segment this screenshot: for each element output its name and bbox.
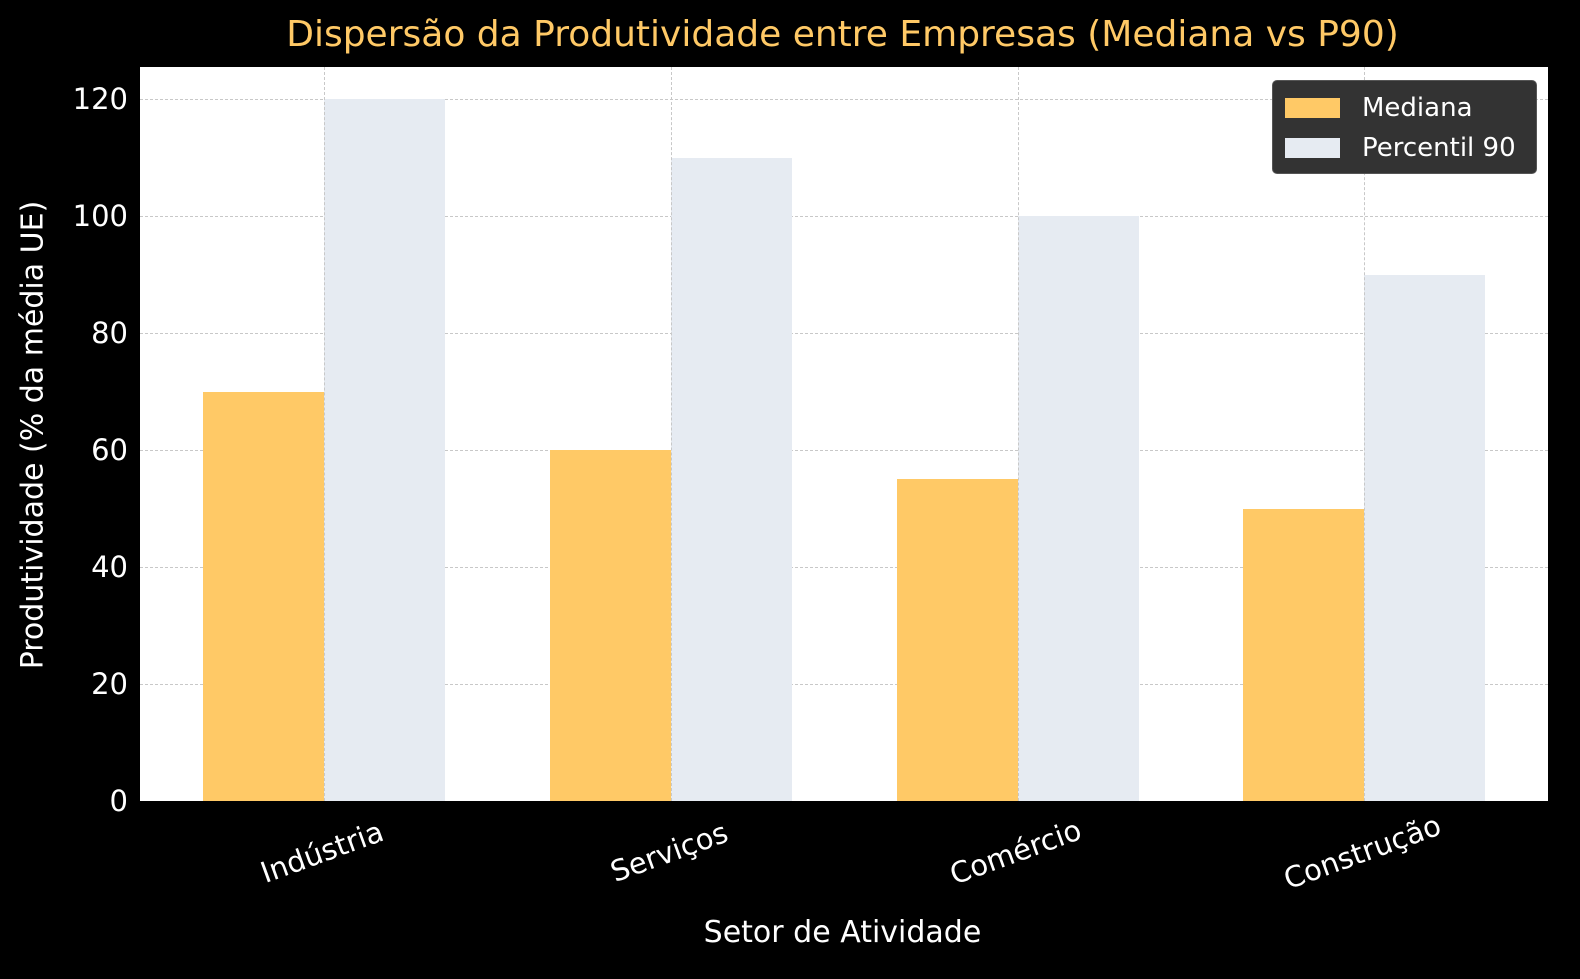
gridline-x xyxy=(671,67,672,801)
gridline-y xyxy=(140,99,1548,100)
bar-mediana xyxy=(550,450,671,801)
gridline-y xyxy=(140,684,1548,685)
gridline-x xyxy=(1018,67,1019,801)
legend-label-p90: Percentil 90 xyxy=(1362,133,1516,163)
y-tick-label: 80 xyxy=(91,316,128,350)
x-tick-label: Comércio xyxy=(945,812,1087,892)
x-tick-label: Construção xyxy=(1278,807,1446,897)
y-tick-label: 60 xyxy=(91,433,128,467)
bar-p90 xyxy=(324,99,445,801)
gridline-x xyxy=(1364,67,1365,801)
y-tick-label: 40 xyxy=(91,550,128,584)
y-axis-label: Produtividade (% da média UE) xyxy=(15,200,51,670)
legend-item-mediana: Mediana xyxy=(1285,93,1473,123)
legend-item-p90: Percentil 90 xyxy=(1285,133,1516,163)
y-tick-label: 100 xyxy=(72,199,128,233)
legend-swatch-mediana xyxy=(1285,98,1340,118)
bar-p90 xyxy=(1364,274,1485,801)
gridline-x xyxy=(324,67,325,801)
x-tick-label: Indústria xyxy=(256,814,388,890)
bar-p90 xyxy=(1018,216,1139,801)
y-tick-label: 0 xyxy=(109,784,128,818)
bar-mediana xyxy=(1243,508,1364,801)
legend-label-mediana: Mediana xyxy=(1362,93,1473,123)
x-axis-label: Setor de Atividade xyxy=(703,915,982,950)
gridline-y xyxy=(140,216,1548,217)
y-tick-label: 120 xyxy=(72,82,128,116)
bar-p90 xyxy=(671,157,792,801)
plot-area xyxy=(138,67,1548,803)
bar-mediana xyxy=(897,479,1018,801)
gridline-y xyxy=(140,333,1548,334)
gridline-y xyxy=(140,450,1548,451)
y-tick-label: 20 xyxy=(91,667,128,701)
legend-swatch-p90 xyxy=(1285,138,1340,158)
gridline-y xyxy=(140,567,1548,568)
bar-mediana xyxy=(203,391,324,801)
chart-title: Dispersão da Produtividade entre Empresa… xyxy=(286,14,1399,55)
legend: Mediana Percentil 90 xyxy=(1272,80,1537,174)
x-tick-label: Serviços xyxy=(605,815,733,889)
